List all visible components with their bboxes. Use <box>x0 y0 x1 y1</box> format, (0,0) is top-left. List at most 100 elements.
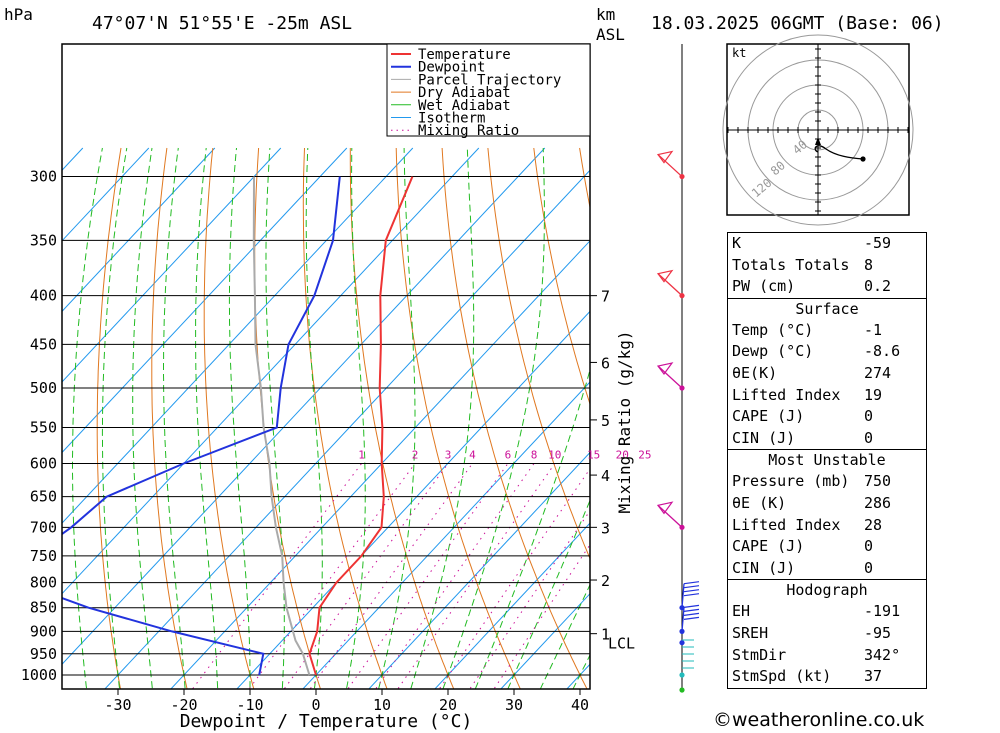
mixing-ratio-label: 8 <box>531 449 538 462</box>
stat-row: CIN (J) 0 <box>728 558 926 580</box>
wind-barb-feather <box>683 608 700 612</box>
hodograph-stats-title: Hodograph <box>786 581 868 600</box>
stat-label: Temp (°C) <box>732 320 814 339</box>
wind-barb-shaft <box>657 504 683 528</box>
stat-label: Totals Totals <box>732 255 850 274</box>
isotherm-line <box>62 147 414 524</box>
stat-value: 0.2 <box>864 277 892 296</box>
surface-section: Surface Temp (°C) -1 Dewp (°C) -8.6 θE(K) 274… <box>727 297 927 451</box>
mixing-ratio-line <box>191 463 362 689</box>
mixing-ratio-line <box>248 463 416 689</box>
pressure-tick-label: 550 <box>30 418 57 436</box>
km-tick-label: 7 <box>601 288 610 306</box>
pressure-tick-label: 400 <box>30 287 57 305</box>
pressure-tick-label: 1000 <box>21 666 57 684</box>
wet-adiabat-line <box>345 147 366 689</box>
pressure-tick-label: 700 <box>30 518 57 536</box>
wet-adiabat-line <box>163 147 186 689</box>
legend-label: Isotherm <box>418 111 485 127</box>
wind-barb-feather <box>683 616 700 620</box>
dry-adiabat-line <box>96 147 122 689</box>
km-tick-label: 3 <box>601 519 610 537</box>
wet-adiabat-line <box>305 147 323 689</box>
wet-adiabat-line <box>228 147 251 689</box>
dry-adiabat-line <box>533 147 590 406</box>
profiles <box>62 176 414 676</box>
stat-row: CAPE (J) 0 <box>728 536 926 558</box>
legend-label: Wet Adiabat <box>418 98 511 114</box>
mixing-ratio-label: 1 <box>358 449 365 462</box>
x-tick-label: 30 <box>505 696 523 714</box>
mixing-ratio-label: 6 <box>505 449 512 462</box>
x-tick-label: 0 <box>311 696 320 714</box>
mixing-ratio-label: 4 <box>469 449 476 462</box>
stat-value: 8 <box>864 255 874 274</box>
legend-box <box>386 43 591 137</box>
wind-barb-shaft <box>657 154 683 178</box>
stat-row: Temp (°C) -1 <box>728 320 926 342</box>
wind-barb-flag <box>656 501 674 515</box>
pressure-tick-label: 650 <box>30 488 57 506</box>
copyright-footer[interactable]: ©weatheronline.co.uk <box>713 709 925 731</box>
isotherm-line <box>170 240 590 689</box>
km-label: km <box>596 5 615 24</box>
x-tick-label: 20 <box>439 696 457 714</box>
x-tick-label: 10 <box>373 696 391 714</box>
stat-value: 19 <box>864 385 883 404</box>
km-tick-label: 5 <box>601 412 610 430</box>
km-tick-label: 4 <box>601 467 610 485</box>
hodograph-stats-section: Hodograph EH -191 SREH -95 StmDir 342° StmSpd … <box>727 579 927 689</box>
stat-row: θE(K) 274 <box>728 363 926 385</box>
stat-row: Dewp (°C) -8.6 <box>728 341 926 363</box>
isotherm-line <box>62 147 216 313</box>
mixing-ratio-label: 3 <box>445 449 452 462</box>
stat-row: CIN (J) 0 <box>728 428 926 450</box>
pressure-tick-label: 800 <box>30 574 57 592</box>
wet-adiabats <box>72 147 590 689</box>
isotherm-line <box>62 147 282 383</box>
stat-value: -1 <box>864 320 883 339</box>
wind-barb-feather <box>683 612 700 616</box>
wind-barb-feather <box>683 593 700 597</box>
mixing-ratio-label: 2 <box>412 449 419 462</box>
dry-adiabat-line <box>302 147 388 689</box>
wind-barb-flag <box>656 362 674 376</box>
wet-adiabat-line <box>195 147 219 689</box>
wind-level-dot <box>679 687 685 693</box>
parcel-trajectory-line <box>252 176 311 676</box>
stat-row: StmDir 342° <box>728 645 926 667</box>
mixing-ratio-line <box>375 463 535 689</box>
dry-adiabat-line <box>349 148 455 689</box>
wet-adiabat-line <box>410 147 475 689</box>
wind-profile <box>656 44 700 693</box>
stat-value: 0 <box>864 407 874 426</box>
stat-value: 286 <box>864 493 892 512</box>
pressure-tick-label: 450 <box>30 335 57 353</box>
legend-label: Parcel Trajectory <box>418 72 561 88</box>
wet-adiabat-line <box>265 147 285 689</box>
legend-label: Mixing Ratio <box>418 123 519 139</box>
stat-label: CAPE (J) <box>732 407 805 426</box>
stat-row: EH -191 <box>728 601 926 623</box>
mixing-ratio-line <box>347 463 509 689</box>
dry-adiabat-line <box>992 148 1000 699</box>
dry-adiabat-line <box>487 147 590 560</box>
most-unstable-section: Most Unstable Pressure (mb) 750 θE (K) 286 L… <box>727 449 927 581</box>
stat-value: 274 <box>864 363 892 382</box>
mixing-ratio-line <box>469 509 590 689</box>
datetime-title: 18.03.2025 06GMT (Base: 06) <box>651 13 944 34</box>
stat-label: Lifted Index <box>732 515 841 534</box>
stat-value: -59 <box>864 234 892 252</box>
stat-label: EH <box>732 602 751 621</box>
pressure-unit-label: hPa <box>4 5 33 24</box>
wind-barb-feather <box>683 585 700 589</box>
dry-adiabat-line <box>441 147 588 689</box>
isotherm-line <box>62 147 150 242</box>
stat-row: StmSpd (kt) 37 <box>728 666 926 688</box>
wind-barb-flag <box>656 150 674 164</box>
wet-adiabat-line <box>101 147 128 689</box>
dry-adiabat-line <box>203 147 255 689</box>
mixing-ratio-label: 20 <box>616 449 629 462</box>
hodograph-endpoint <box>860 156 866 162</box>
